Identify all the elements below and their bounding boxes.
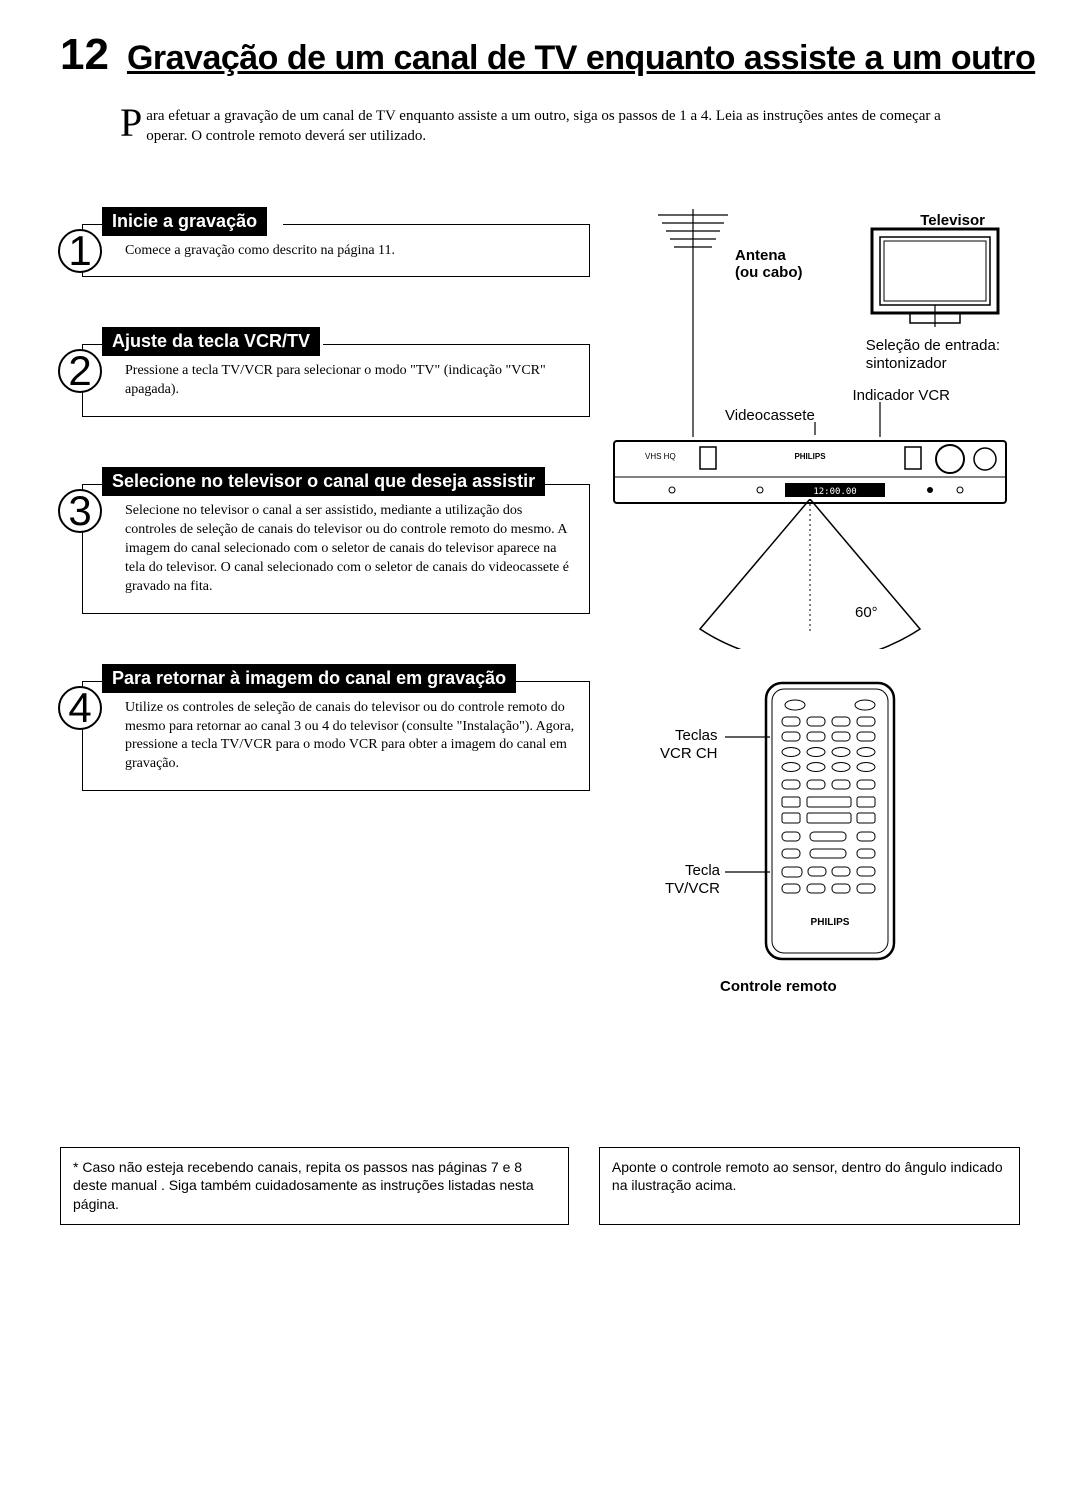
step-heading: Inicie a gravação bbox=[102, 207, 267, 236]
angle-text: 60° bbox=[855, 604, 878, 621]
page-title: Gravação de um canal de TV enquanto assi… bbox=[127, 39, 1035, 78]
step-number: 4 bbox=[58, 686, 102, 730]
step-number: 3 bbox=[58, 489, 102, 533]
step-body: Utilize os controles de seleção de canai… bbox=[82, 681, 590, 792]
footer-notes: * Caso não esteja recebendo canais, repi… bbox=[60, 1147, 1020, 1226]
page-number: 12 bbox=[60, 30, 109, 80]
page-title-row: 12 Gravação de um canal de TV enquanto a… bbox=[60, 30, 1020, 80]
vcr-display-text: 12:00.00 bbox=[813, 487, 856, 497]
step-1: 1 Inicie a gravação Comece a gravação co… bbox=[60, 207, 590, 278]
connection-diagram: Televisor Antena (ou cabo) Seleção de en… bbox=[610, 207, 1010, 647]
steps-column: 1 Inicie a gravação Comece a gravação co… bbox=[60, 207, 590, 997]
step-4: 4 Para retornar à imagem do canal em gra… bbox=[60, 664, 590, 792]
remote-icon: PHILIPS bbox=[760, 677, 900, 967]
step-number: 1 bbox=[58, 229, 102, 273]
step-2: 2 Ajuste da tecla VCR/TV Pressione a tec… bbox=[60, 327, 590, 417]
remote-brand-text: PHILIPS bbox=[811, 917, 850, 928]
diagram-column: Televisor Antena (ou cabo) Seleção de en… bbox=[610, 207, 1010, 997]
intro-paragraph: Para efetuar a gravação de um canal de T… bbox=[120, 106, 980, 147]
step-body: Selecione no televisor o canal a ser ass… bbox=[82, 484, 590, 613]
step-heading: Selecione no televisor o canal que desej… bbox=[102, 467, 545, 496]
step-heading: Ajuste da tecla VCR/TV bbox=[102, 327, 320, 356]
note-right: Aponte o controle remoto ao sensor, dent… bbox=[599, 1147, 1020, 1226]
step-3: 3 Selecione no televisor o canal que des… bbox=[60, 467, 590, 613]
note-left: * Caso não esteja recebendo canais, repi… bbox=[60, 1147, 569, 1226]
content-columns: 1 Inicie a gravação Comece a gravação co… bbox=[60, 207, 1020, 997]
label-controle-remoto: Controle remoto bbox=[720, 978, 837, 995]
brand-text: PHILIPS bbox=[794, 452, 826, 461]
remote-diagram: Teclas VCR CH Tecla TV/VCR bbox=[610, 677, 1010, 997]
angle-cone-icon: 60° bbox=[680, 499, 940, 649]
vhs-hq-text: VHS HQ bbox=[645, 452, 676, 461]
step-heading: Para retornar à imagem do canal em grava… bbox=[102, 664, 516, 693]
